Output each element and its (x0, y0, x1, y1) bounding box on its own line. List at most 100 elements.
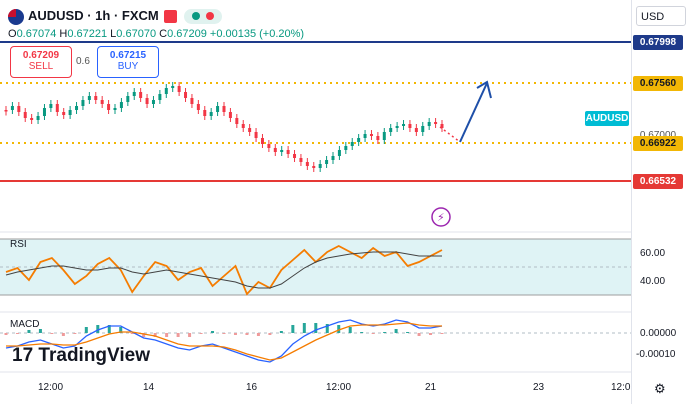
candle-body (440, 124, 444, 128)
macd-tick-neg: -0.00010 (636, 349, 676, 360)
symbol-title[interactable]: AUDUSD · 1h · FXCM (28, 8, 159, 23)
candle-body (421, 126, 425, 132)
candle-body (196, 104, 200, 110)
candle-body (376, 136, 380, 140)
candle-body (107, 104, 111, 110)
candle-body (113, 108, 117, 110)
candle-body (267, 144, 271, 148)
candle-body (337, 150, 341, 156)
macd-bar (429, 333, 433, 335)
candle-body (203, 110, 207, 116)
buy-button[interactable]: 0.67215 BUY (97, 46, 159, 78)
candle-body (209, 112, 213, 116)
candle-body (17, 106, 21, 112)
macd-bar (96, 325, 100, 333)
ohlc-values: O0.67074 H0.67221 L0.67070 C0.67209 +0.0… (8, 28, 305, 40)
candle-body (81, 100, 85, 106)
candle-body (139, 92, 143, 98)
candle-body (151, 100, 155, 104)
macd-bar (176, 333, 180, 337)
candle-body (36, 116, 40, 120)
candle-body (248, 128, 252, 132)
macd-bar (27, 330, 31, 333)
candle-body (402, 124, 406, 126)
macd-bar (417, 333, 421, 336)
macd-tick-zero: 0.00000 (640, 328, 677, 339)
macd-bar (371, 333, 375, 334)
macd-bar (268, 333, 272, 335)
macd-bar (142, 333, 146, 337)
candle-body (184, 92, 188, 98)
candle-body (42, 108, 46, 116)
candle-body (241, 124, 245, 128)
rsi-band (0, 239, 632, 295)
arrow-head (476, 80, 492, 99)
candle-body (331, 156, 335, 160)
candle-body (49, 104, 53, 108)
candle-body (132, 92, 136, 96)
candle-body (158, 94, 162, 100)
candle-body (357, 138, 361, 142)
candle-body (254, 132, 258, 138)
status-pill[interactable] (184, 9, 222, 24)
macd-bar (406, 332, 410, 333)
macd-histogram (4, 323, 444, 337)
macd-bar (337, 325, 341, 333)
aud-flag-icon (8, 9, 24, 25)
projection-dotted (439, 126, 461, 143)
time-tick: 14 (143, 382, 155, 393)
status-dot-icon (206, 12, 214, 20)
rsi-label[interactable]: RSI (10, 239, 27, 250)
candle-body (382, 132, 386, 140)
macd-signal-line (6, 322, 442, 361)
macd-bar (440, 333, 444, 334)
candle-body (68, 110, 72, 115)
macd-bar (119, 327, 123, 333)
candle-body (273, 148, 277, 152)
settings-gear-icon[interactable]: ⚙ (654, 381, 666, 396)
macd-bar (302, 323, 306, 333)
candle-body (434, 122, 438, 124)
candle-body (55, 104, 59, 112)
candle-body (177, 86, 181, 92)
candle-body (395, 126, 399, 128)
candle-body (408, 124, 412, 128)
candle-body (369, 134, 373, 136)
candle-body (286, 150, 290, 154)
candle-body (299, 158, 303, 162)
candle-body (145, 98, 149, 104)
candle-body (318, 164, 322, 168)
candle-body (126, 96, 130, 102)
candle-body (87, 96, 91, 100)
candle-body (171, 86, 175, 88)
candlestick-series (4, 82, 444, 172)
macd-bar (314, 323, 318, 333)
sell-button[interactable]: 0.67209 SELL (10, 46, 72, 78)
candle-body (293, 154, 297, 158)
macd-bar (279, 331, 283, 333)
price-axis[interactable] (631, 0, 696, 404)
candle-body (216, 106, 220, 112)
partial-tick: 0.67000 (633, 128, 683, 143)
candle-body (4, 110, 8, 112)
macd-bar (38, 329, 42, 333)
time-tick: 12:00 (326, 382, 352, 393)
currency-select[interactable]: USD (636, 6, 686, 26)
macd-bar (73, 333, 77, 334)
macd-bar (360, 332, 364, 333)
candle-body (235, 118, 239, 124)
time-tick: 21 (425, 382, 437, 393)
macd-label[interactable]: MACD (10, 319, 40, 330)
market-status-icon[interactable] (164, 10, 177, 23)
tradingview-logo: 17 TradingView (12, 345, 150, 366)
macd-bar (61, 333, 65, 336)
macd-bar (188, 333, 192, 337)
time-tick: 16 (246, 382, 258, 393)
macd-bar (4, 333, 8, 335)
candle-body (312, 166, 316, 168)
projection-arrow (459, 82, 488, 143)
macd-bar (211, 331, 215, 333)
macd-bar (325, 324, 329, 333)
candle-body (305, 162, 309, 166)
